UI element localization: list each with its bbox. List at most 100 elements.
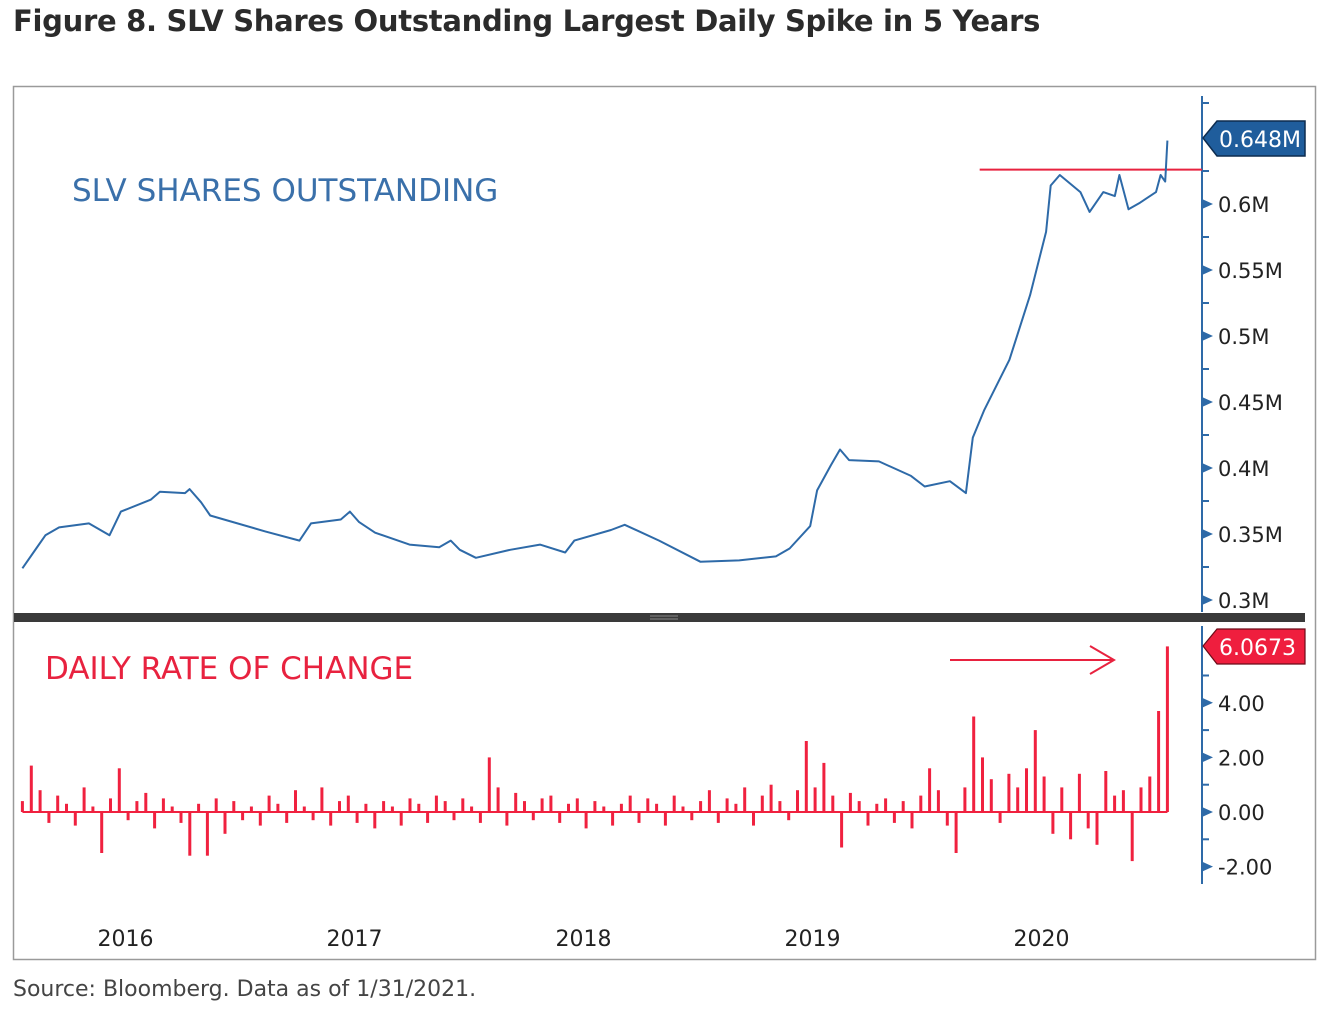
rate-of-change-bar [540,798,544,812]
rate-of-change-bar [567,803,570,812]
rate-of-change-bar [1069,812,1073,840]
rate-of-change-bar [153,812,157,829]
rate-of-change-bar [443,801,447,812]
rate-of-change-bar [373,812,377,829]
rate-of-change-bar [1157,711,1161,812]
rate-of-change-bar [752,812,755,826]
rate-of-change-bar [549,795,553,812]
rate-of-change-bar [100,812,104,853]
rate-of-change-bar [954,812,958,853]
rate-of-change-bar [1086,812,1090,829]
rate-of-change-bar [267,795,271,812]
rate-of-change-bar [505,812,509,826]
rate-of-change-bar [29,765,33,812]
rate-of-change-bar [426,812,430,823]
rate-of-change-bar [1060,787,1064,812]
rate-of-change-bar [778,801,782,812]
rate-of-change-bar [285,812,289,823]
bottom-y-tick-label: 0.00 [1218,801,1265,825]
rate-of-change-bar [910,812,914,829]
y-tick-marker [1202,861,1213,872]
rate-of-change-bar [602,806,606,812]
rate-of-change-bar [945,812,949,826]
rate-of-change-bar [919,795,923,812]
rate-of-change-bar [1007,773,1011,812]
rate-of-change-bar [179,812,183,823]
rate-of-change-bar [82,787,86,812]
rate-of-change-bar [558,812,562,823]
top-y-tick-label: 0.5M [1218,325,1270,349]
rate-of-change-bar [796,790,799,812]
y-tick-marker [1202,752,1213,763]
rate-of-change-bar [963,787,967,812]
rate-of-change-bar [276,803,280,812]
rate-of-change-bar [725,798,729,812]
rate-of-change-bar [390,806,394,812]
rate-of-change-bar [672,795,676,812]
rate-of-change-bar [408,798,412,812]
rate-of-change-bar [619,803,623,812]
rate-of-change-bar [214,798,218,812]
y-tick-marker [1202,331,1213,341]
rate-of-change-bar [840,812,844,848]
rate-of-change-bar [611,812,615,826]
rate-of-change-bar [399,812,403,826]
rate-of-change-bar [972,716,976,812]
rate-of-change-bar [461,798,465,812]
rate-of-change-bar [320,787,324,812]
rate-of-change-bar [593,801,597,812]
rate-of-change-bar [628,795,632,812]
rate-of-change-bar [584,812,588,829]
x-tick-label: 2017 [327,927,383,952]
rate-of-change-bar [514,792,518,812]
rate-of-change-bar [338,801,341,812]
rate-of-change-bar [936,790,940,812]
rate-of-change-bar [126,812,130,821]
rate-of-change-bar [716,812,720,823]
rate-of-change-bar [1033,730,1037,812]
rate-of-change-bar [1139,787,1143,812]
rate-of-change-bar [681,806,685,812]
top-y-tick-label: 0.45M [1218,391,1283,415]
x-tick-label: 2016 [98,927,154,952]
rate-of-change-bar [470,806,474,812]
rate-of-change-bar [355,812,359,823]
top-y-tick-label: 0.35M [1218,523,1283,547]
figure-title: Figure 8. SLV Shares Outstanding Largest… [13,4,1041,38]
rate-of-change-bar [1148,776,1152,812]
rate-of-change-bar [496,787,500,812]
rate-of-change-bar [417,803,421,812]
rate-of-change-bar [892,812,896,823]
rate-of-change-bar [364,803,368,812]
rate-of-change-bar [346,795,350,812]
rate-of-change-bar [258,812,262,826]
y-tick-marker [1202,397,1213,407]
rate-of-change-bar [1016,787,1020,812]
rate-of-change-bar [734,803,738,812]
rate-of-change-bar [646,798,650,812]
y-tick-marker [1202,807,1213,817]
rate-of-change-bar [1130,812,1134,862]
last-value-callout-top: 0.648M [1202,120,1306,157]
rate-of-change-bar [47,812,51,823]
rate-of-change-bar [161,798,165,812]
rate-of-change-bar [20,801,24,812]
rate-of-change-bar [205,812,209,856]
rate-of-change-bar [1121,790,1125,812]
rate-of-change-bar [144,792,148,812]
rate-of-change-bar [56,795,60,812]
rate-of-change-bar [1113,795,1117,812]
x-tick-label: 2020 [1014,927,1070,952]
bottom-y-tick-label: 2.00 [1218,746,1265,770]
last-value-label-top: 0.648M [1219,128,1301,153]
rate-of-change-bar [848,792,852,812]
rate-of-change-bar [637,812,641,823]
rate-of-change-bar [1077,773,1081,812]
rate-of-change-bar [998,812,1002,823]
panel-separator[interactable] [14,613,1305,622]
rate-of-change-bar [981,757,984,812]
top-y-tick-label: 0.6M [1218,193,1270,217]
top-y-tick-label: 0.3M [1218,589,1270,613]
rate-of-change-bar [302,806,306,812]
top-y-tick-label: 0.55M [1218,259,1283,283]
